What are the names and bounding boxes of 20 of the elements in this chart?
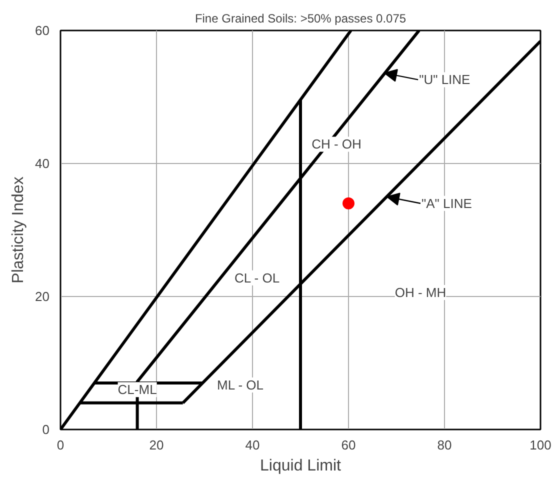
x-tick-label: 0 [56,438,64,452]
chart-title: Fine Grained Soils: >50% passes 0.075 [194,12,406,26]
annotation: CL - OL [234,270,280,286]
x-tick-label: 60 [341,438,356,452]
annotation: CH - OH [312,136,362,152]
x-tick-label: 80 [437,438,452,452]
y-tick-label: 40 [35,156,50,171]
y-tick-label: 20 [35,289,50,304]
x-tick-label: 20 [149,438,164,452]
y-tick-label: 0 [42,422,50,437]
annotation: ML - OL [217,377,264,392]
y-axis-title: Plasticity Index [10,176,28,284]
x-tick-label: 40 [245,438,260,452]
x-tick-label: 100 [530,438,552,452]
annotation: "U" LINE [419,72,471,88]
x-axis-title: Liquid Limit [260,458,342,474]
annotation: CL-ML [118,382,157,398]
annotation: "A" LINE [422,196,472,211]
y-tick-label: 60 [35,23,50,38]
annotation: OH - MH [394,285,446,300]
